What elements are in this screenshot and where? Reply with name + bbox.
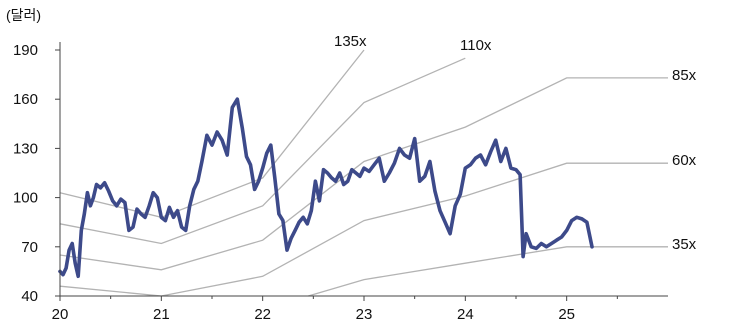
x-tick-label: 22	[254, 306, 271, 323]
band-label-60x: 60x	[672, 152, 697, 169]
band-line-135x	[59, 49, 365, 218]
x-tick-label: 21	[153, 306, 170, 323]
band-label-135x: 135x	[334, 33, 367, 50]
y-tick-label: 190	[13, 42, 38, 59]
band-line-85x	[59, 77, 668, 271]
y-tick-label: 70	[21, 239, 38, 256]
price-line	[58, 97, 594, 279]
band-label-110x: 110x	[460, 37, 492, 54]
y-tick-label: 40	[21, 288, 38, 305]
chart-axes: 190 160 130 100 70 40 20 21 22 23 24 25	[13, 42, 668, 323]
band-line-35x	[308, 246, 668, 297]
band-line-60x	[59, 162, 668, 297]
y-unit-label: (달러)	[6, 7, 41, 23]
x-tick-label: 20	[52, 306, 69, 323]
valuation-band-lines	[59, 49, 668, 297]
band-line-110x	[59, 57, 466, 245]
x-tick-label: 24	[457, 306, 474, 323]
y-tick-label: 160	[13, 91, 38, 108]
stock-price-series	[58, 97, 594, 279]
y-tick-label: 100	[13, 190, 38, 207]
y-tick-label: 130	[13, 140, 38, 157]
band-label-85x: 85x	[672, 67, 697, 84]
x-tick-label: 25	[558, 306, 575, 323]
band-labels: 135x 110x 85x 60x 35x	[334, 33, 697, 253]
band-label-35x: 35x	[672, 236, 697, 253]
x-tick-label: 23	[356, 306, 373, 323]
